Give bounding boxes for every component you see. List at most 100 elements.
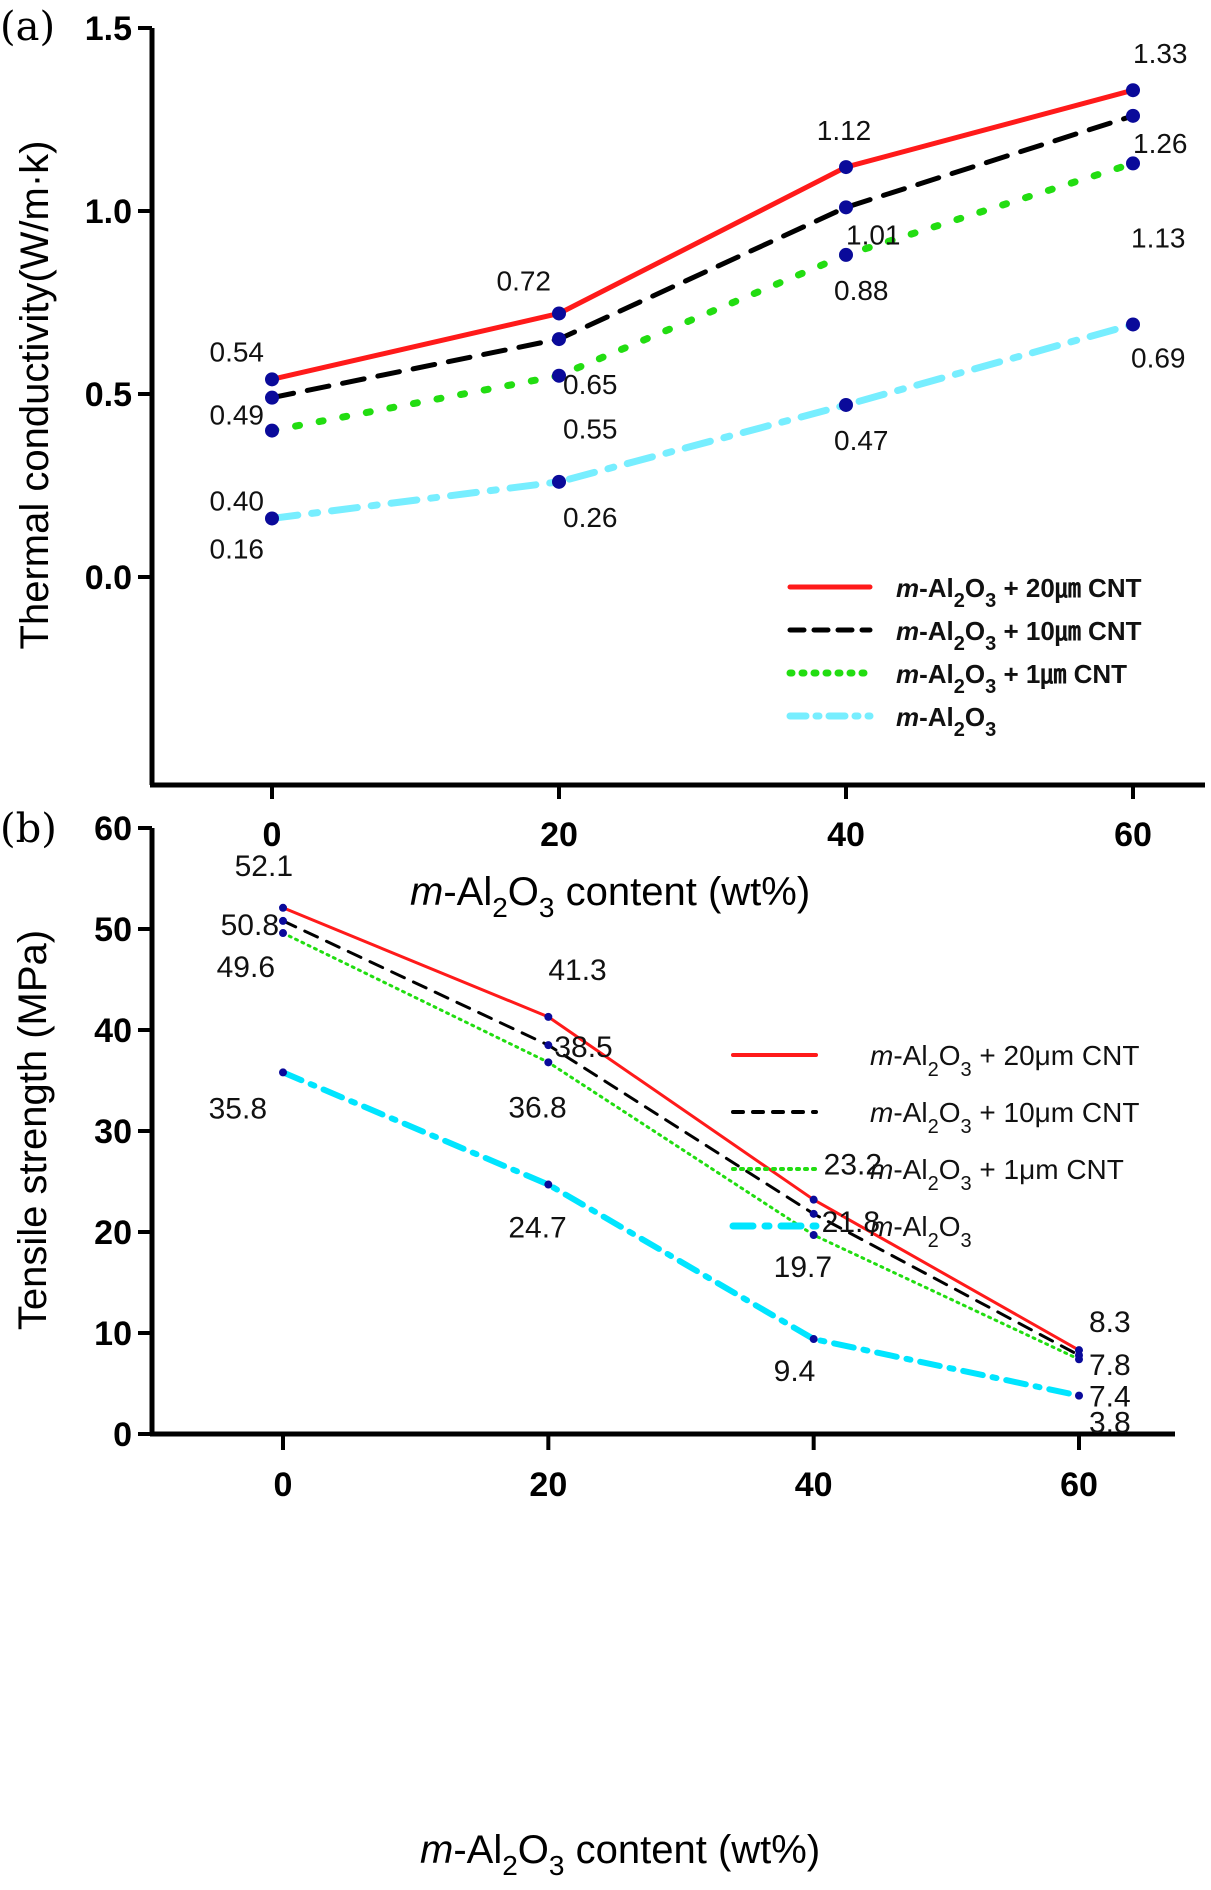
data-label: 19.7	[774, 1251, 832, 1284]
data-point	[809, 1335, 818, 1344]
data-point	[552, 332, 566, 347]
data-label: 8.3	[1089, 1306, 1131, 1339]
data-label: 36.8	[508, 1091, 566, 1124]
data-label: 9.4	[774, 1355, 816, 1388]
data-point	[279, 916, 287, 925]
data-label: 38.5	[554, 1031, 612, 1064]
legend-label: m-Al2O3 + 10㎛ CNT	[896, 616, 1142, 655]
data-label: 0.49	[210, 400, 265, 431]
data-label: 0.55	[563, 414, 618, 445]
x-tick-label: 40	[827, 816, 865, 854]
x-axis-title: m-Al2O3 content (wt%)	[410, 870, 810, 923]
chart-tensile-strength: (b) 0 10 20 30 40 50 60 0 20 40 60 52.1 41.3 23.2 8.3…	[0, 806, 1175, 1881]
data-point	[839, 397, 853, 412]
series-line-1	[281, 919, 1081, 1357]
series-lines	[280, 906, 1082, 1399]
y-tick-label: 1.5	[85, 10, 132, 48]
data-label: 0.47	[834, 425, 889, 456]
data-point	[279, 903, 287, 912]
legend: m-Al2O3 + 20㎛ CNT m-Al2O3 + 10㎛ CNT m-Al2O…	[786, 573, 1142, 741]
series-line-1	[269, 113, 1136, 401]
y-tick-label: 0	[113, 1416, 132, 1454]
data-label: 0.54	[210, 336, 265, 367]
legend-label: m-Al2O3 + 1μm CNT	[870, 1154, 1124, 1195]
data-label: 21.8	[822, 1206, 880, 1239]
data-label: 52.1	[235, 850, 293, 883]
data-point	[839, 160, 853, 175]
series-markers	[265, 83, 1140, 526]
y-axis-title: Thermal conductivity(W/m·k)	[13, 141, 57, 650]
data-label: 1.26	[1133, 128, 1188, 159]
series-line-0	[269, 87, 1136, 382]
legend-label: m-Al2O3 + 20㎛ CNT	[896, 573, 1142, 612]
x-axis-title: m-Al2O3 content (wt%)	[420, 1828, 820, 1881]
data-point	[552, 474, 566, 489]
panel-label-b: (b)	[0, 806, 57, 852]
data-point	[544, 1180, 553, 1189]
data-point	[544, 1041, 553, 1050]
legend: m-Al2O3 + 20μm CNT m-Al2O3 + 10μm CNT m-Al…	[729, 1040, 1139, 1252]
data-point	[279, 1068, 287, 1077]
data-point	[552, 306, 566, 321]
data-label: 7.4	[1089, 1380, 1131, 1413]
data-point	[265, 390, 279, 405]
x-axis-title-text: m-Al2O3 content (wt%)	[410, 870, 810, 923]
legend-label: m-Al2O3	[870, 1211, 972, 1252]
panel-label-a: (a)	[0, 4, 55, 50]
data-point	[544, 1012, 553, 1021]
tick-labels: 0 10 20 30 40 50 60 0 20 40 60	[94, 810, 1098, 1504]
data-label: 41.3	[548, 954, 606, 987]
series-lines	[268, 87, 1137, 522]
y-tick-label: 20	[94, 1214, 132, 1252]
y-tick-label: 10	[94, 1315, 132, 1353]
data-point	[552, 368, 566, 383]
data-label: 50.8	[221, 909, 279, 942]
data-label: 49.6	[217, 951, 275, 984]
series-line-0	[281, 906, 1081, 1352]
data-label: 0.16	[210, 533, 265, 564]
data-label: 1.13	[1131, 222, 1186, 253]
data-point	[1075, 1391, 1083, 1400]
data-label: 1.33	[1133, 38, 1188, 69]
x-tick-label: 20	[540, 816, 578, 854]
series-line-3	[268, 320, 1137, 522]
data-point	[265, 423, 279, 438]
y-tick-label: 0.5	[85, 376, 132, 414]
data-label: 0.40	[210, 486, 265, 517]
data-label: 1.12	[817, 115, 872, 146]
data-label: 0.72	[497, 265, 552, 296]
data-label: 0.65	[563, 369, 618, 400]
legend-label: m-Al2O3 + 1㎛ CNT	[896, 659, 1127, 698]
chart-thermal-conductivity: (a) 0.0 0.5 1.0 1.5 0 20 40 60 0.54 0.72 1.12 1.33…	[0, 4, 1205, 923]
data-point	[279, 929, 287, 938]
data-point	[265, 372, 279, 387]
y-tick-label: 1.0	[85, 193, 132, 231]
data-point	[1126, 83, 1140, 98]
data-point	[1126, 156, 1140, 171]
data-point	[809, 1209, 818, 1218]
y-tick-label: 50	[94, 911, 132, 949]
y-tick-label: 60	[94, 810, 132, 848]
data-label: 0.26	[563, 502, 618, 533]
y-tick-label: 30	[94, 1113, 132, 1151]
data-label: 7.8	[1089, 1349, 1131, 1382]
legend-label: m-Al2O3 + 10μm CNT	[870, 1097, 1139, 1138]
legend-label: m-Al2O3 + 20μm CNT	[870, 1040, 1139, 1081]
data-point	[544, 1058, 553, 1067]
series-line-3	[280, 1069, 1082, 1399]
axes	[138, 26, 1205, 799]
x-tick-label: 60	[1060, 1466, 1098, 1504]
data-point	[1126, 317, 1140, 332]
data-label: 24.7	[508, 1212, 566, 1245]
data-label: 1.01	[846, 219, 901, 250]
y-tick-label: 0.0	[85, 559, 132, 597]
x-tick-label: 0	[274, 1466, 293, 1504]
data-label: 35.8	[209, 1092, 267, 1125]
data-point	[265, 511, 279, 526]
x-axis-title-text: m-Al2O3 content (wt%)	[420, 1828, 820, 1881]
data-label: 23.2	[824, 1149, 882, 1182]
tick-labels: 0.0 0.5 1.0 1.5 0 20 40 60	[85, 10, 1152, 854]
y-tick-label: 40	[94, 1012, 132, 1050]
data-label: 0.88	[834, 275, 889, 306]
